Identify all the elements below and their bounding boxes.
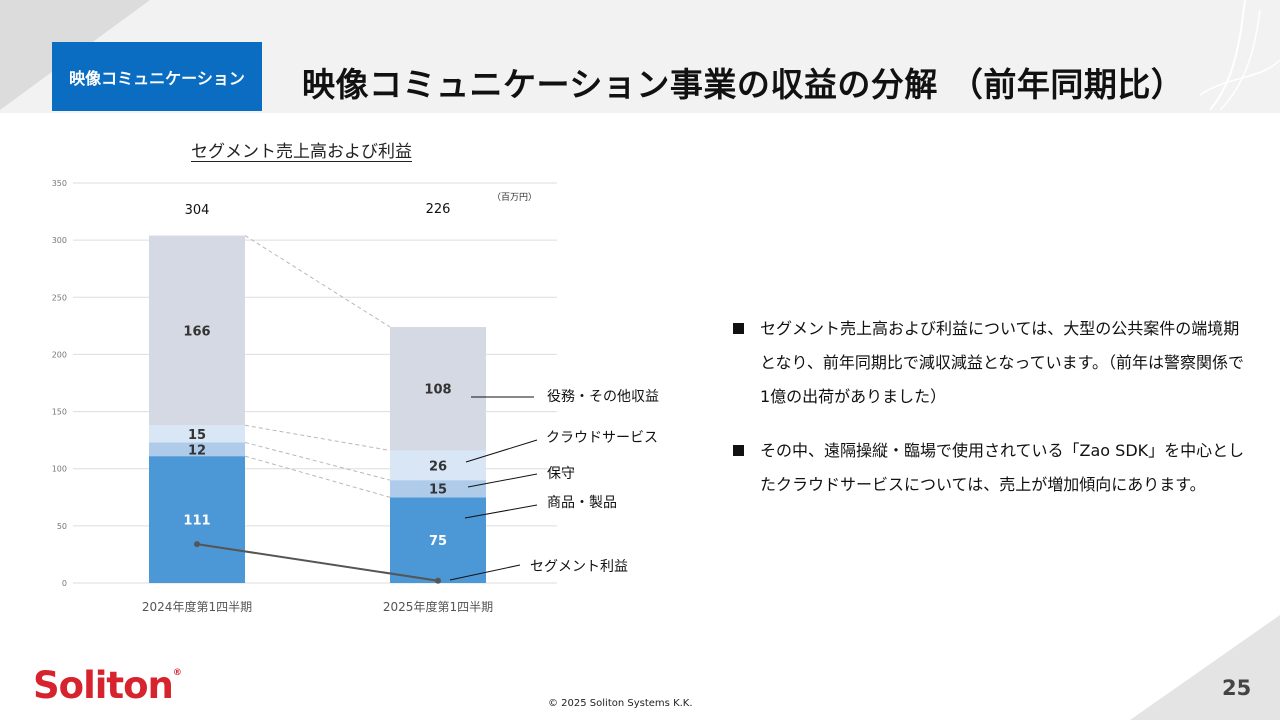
chart-unit: （百万円） <box>492 193 538 203</box>
bar-segment <box>390 480 486 498</box>
callout-label: 役務・その他収益 <box>547 389 659 405</box>
bar-segment <box>390 497 486 583</box>
y-tick-label: 50 <box>57 522 67 531</box>
y-tick-label: 200 <box>52 350 67 359</box>
callout-label: クラウドサービス <box>546 430 658 446</box>
data-label: 26 <box>429 459 447 474</box>
bar-segment <box>390 327 486 451</box>
y-tick-label: 0 <box>62 579 67 588</box>
callout-label: セグメント利益 <box>530 559 628 575</box>
page-title: 映像コミュニケーション事業の収益の分解 （前年同期比） <box>302 65 1185 104</box>
x-category-label: 2024年度第1四半期 <box>142 599 252 614</box>
callout-label: 商品・製品 <box>547 495 617 511</box>
callout-line <box>449 564 521 581</box>
data-label: 108 <box>424 383 451 398</box>
page-number: 25 <box>1222 676 1252 700</box>
bar-segment <box>149 442 245 457</box>
callout-label: 保守 <box>547 466 575 482</box>
y-tick-label: 250 <box>52 293 67 302</box>
total-label: 304 <box>185 203 210 218</box>
profit-point <box>435 577 441 584</box>
bullet-text: セグメント売上高および利益については、大型の公共案件の端境期となり、前年同期比で… <box>760 319 1245 406</box>
y-tick-label: 300 <box>52 236 67 245</box>
data-label: 75 <box>429 534 447 549</box>
connector-line <box>244 235 391 328</box>
bullet-item: セグメント売上高および利益については、大型の公共案件の端境期となり、前年同期比で… <box>733 312 1253 414</box>
data-label: 111 <box>183 514 210 529</box>
connector-line <box>244 441 391 481</box>
x-category-label: 2025年度第1四半期 <box>383 599 493 614</box>
section-tag: 映像コミュニケーション <box>52 42 262 111</box>
profit-line <box>196 543 439 582</box>
y-tick-label: 350 <box>52 179 67 188</box>
total-label: 226 <box>426 202 451 217</box>
callout-line <box>467 473 538 488</box>
stacked-bar-chart: 0501001502002503003501117512151526166108… <box>52 179 659 614</box>
data-label: 12 <box>188 443 206 458</box>
corner-decoration <box>1130 615 1280 720</box>
bullet-item: その中、遠隔操縦・臨場で使用されている「Zao SDK」を中心としたクラウドサー… <box>733 434 1253 502</box>
chart-title: セグメント売上高および利益 <box>191 142 412 162</box>
y-tick-label: 150 <box>52 408 67 417</box>
copyright: © 2025 Soliton Systems K.K. <box>548 698 693 709</box>
bullet-text: その中、遠隔操縦・臨場で使用されている「Zao SDK」を中心としたクラウドサー… <box>760 441 1245 494</box>
connector-line <box>244 455 391 498</box>
bar-segment <box>149 425 245 443</box>
data-label: 15 <box>429 483 447 498</box>
bullet-square-icon <box>733 323 744 334</box>
bar-segment <box>149 456 245 583</box>
bar-segment <box>149 235 245 426</box>
data-label: 15 <box>188 428 206 443</box>
y-tick-label: 100 <box>52 465 67 474</box>
bullet-square-icon <box>733 445 744 456</box>
callout-line <box>464 504 538 519</box>
bar-segment <box>390 450 486 481</box>
corner-decoration <box>1200 0 1280 110</box>
data-label: 166 <box>183 324 210 339</box>
callout-line <box>465 439 538 463</box>
connector-line <box>244 424 391 451</box>
soliton-logo: Soliton® <box>33 664 182 707</box>
profit-point <box>194 541 200 548</box>
bullet-list: セグメント売上高および利益については、大型の公共案件の端境期となり、前年同期比で… <box>733 312 1253 502</box>
